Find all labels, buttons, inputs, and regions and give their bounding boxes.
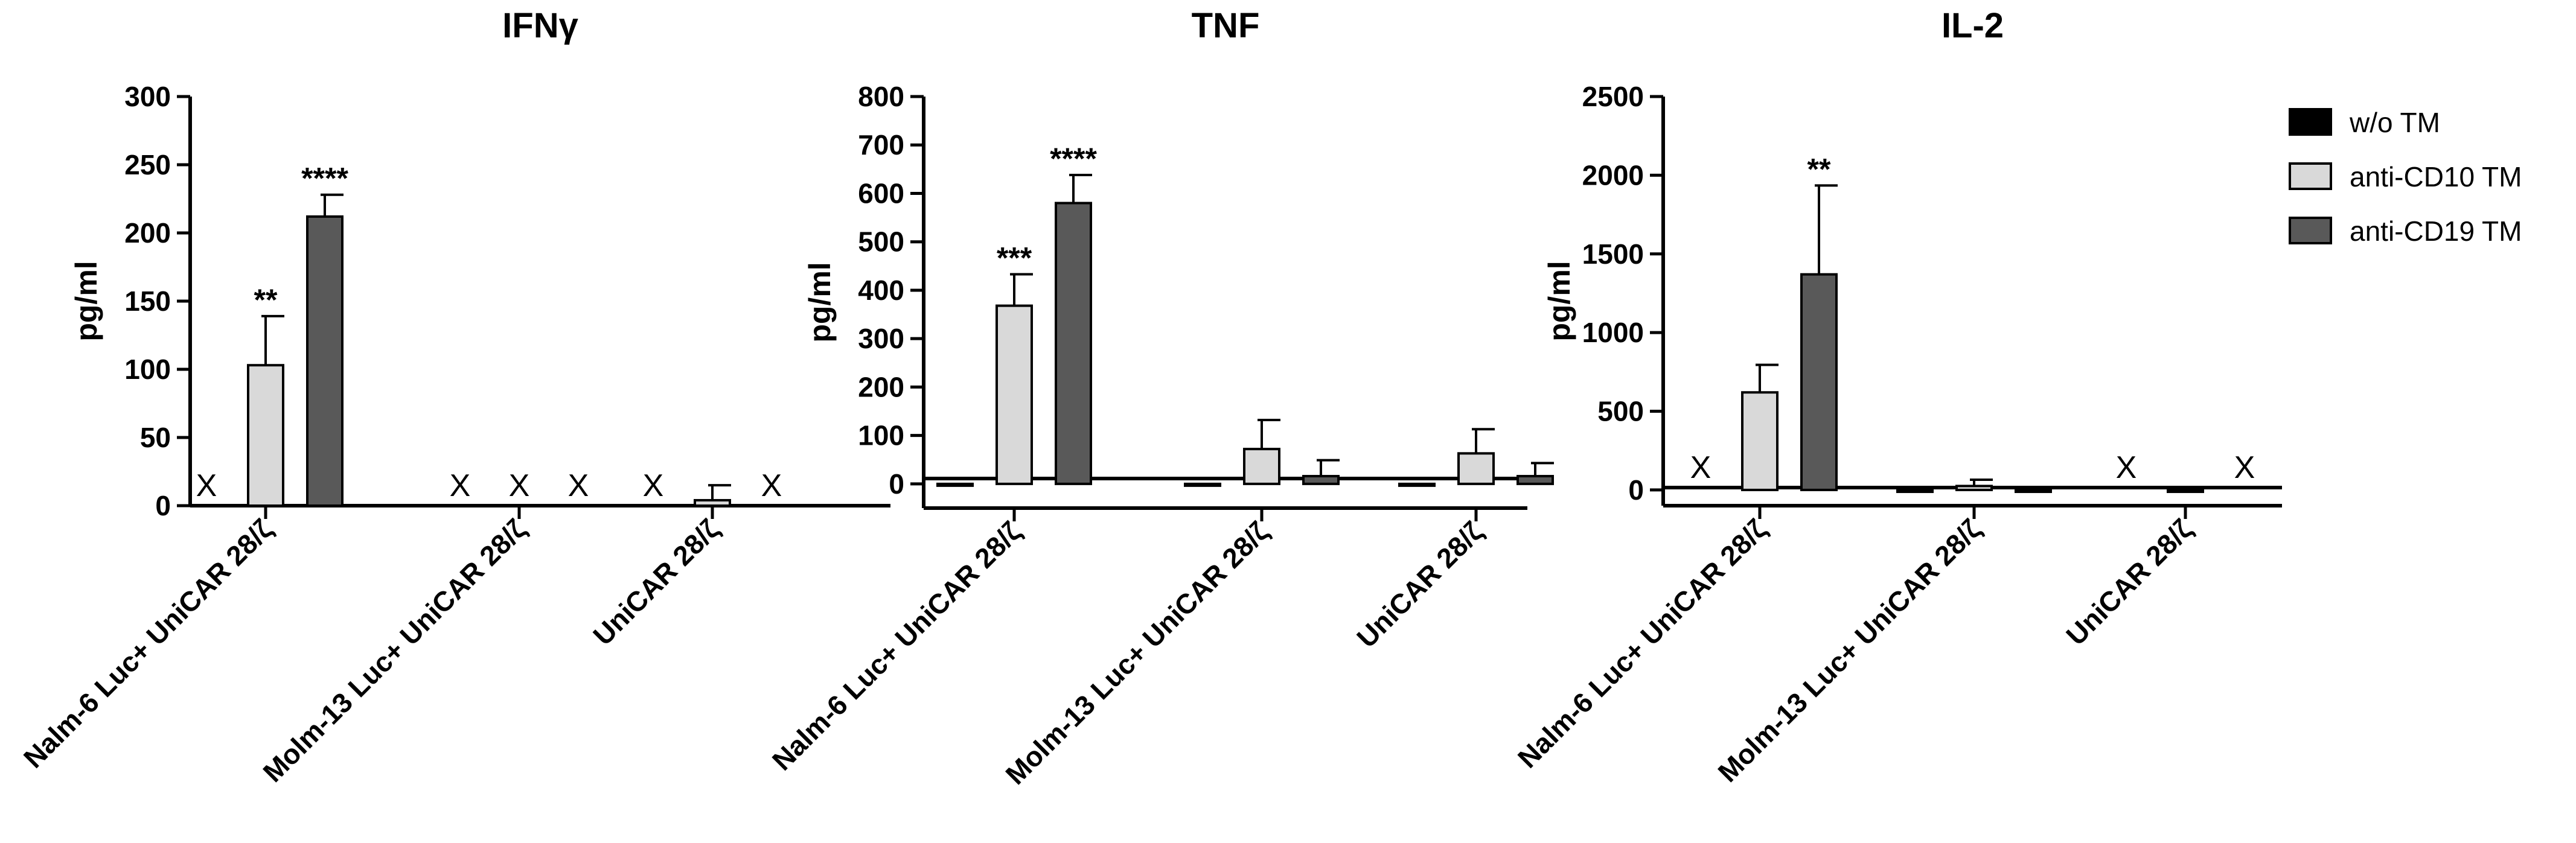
not-detected-marker: X [2116, 450, 2137, 485]
y-tick-label: 400 [858, 275, 904, 306]
panel-title: IFNγ [502, 6, 578, 45]
x-tick-label-unicar-28: UniCAR 28/ζ [587, 513, 725, 651]
y-tick-label: 0 [155, 490, 171, 521]
x-tick-label-nalm-6-luc-unicar-28: Nalm-6 Luc+ UniCAR 28/ζ [766, 515, 1027, 776]
y-tick-label: 0 [1628, 474, 1644, 506]
bar-anti-cd19-tm [1517, 475, 1554, 485]
bar-w-o-tm [1184, 482, 1221, 487]
y-tick-label: 50 [140, 422, 171, 453]
x-tick-label-unicar-28: UniCAR 28/ζ [1350, 515, 1489, 654]
bar-anti-cd10-tm [1457, 452, 1495, 485]
y-axis-label: pg/ml [69, 261, 103, 341]
panel-il-2: IL-2 pg/ml 0 500 1000 1500 2000 2500 Nalm-6 Luc+… [1512, 6, 2282, 788]
y-tick-label: 1500 [1582, 238, 1644, 270]
bar-anti-cd10-tm [1955, 485, 1993, 491]
not-detected-marker: X [761, 468, 782, 503]
chart-panels: IFNγ pg/ml 0 50 100 150 200 250 300 Nalm-6 Luc+ U… [18, 6, 2282, 791]
y-tick-label: 300 [858, 323, 904, 354]
bar-anti-cd19-tm [306, 215, 344, 507]
bar-anti-cd10-tm [1243, 448, 1280, 485]
bar-anti-cd10-tm [1741, 391, 1779, 491]
y-tick-label: 2500 [1582, 81, 1644, 112]
panel-title: IL-2 [1942, 6, 2004, 45]
y-tick-label: 150 [124, 285, 171, 317]
legend-swatch-w-o-tm [2289, 108, 2332, 136]
y-tick-label: 1000 [1582, 317, 1644, 348]
bar-anti-cd19-tm [1302, 475, 1340, 485]
legend-label-w-o-tm: w/o TM [2349, 107, 2440, 138]
not-detected-marker: X [196, 468, 217, 503]
bar-w-o-tm [936, 482, 974, 487]
bar-anti-cd19-tm [1055, 202, 1092, 485]
y-tick-label: 200 [858, 371, 904, 402]
legend: w/o TM anti-CD10 TM anti-CD19 TM [2289, 107, 2522, 247]
y-tick-label: 2000 [1582, 159, 1644, 191]
x-tick-label-molm-13-luc-unicar-28: Molm-13 Luc+ UniCAR 28/ζ [257, 513, 532, 788]
legend-label-anti-cd10-tm: anti-CD10 TM [2350, 161, 2522, 192]
y-tick-label: 800 [858, 81, 904, 112]
y-tick-label: 250 [124, 149, 171, 180]
significance-label: **** [301, 162, 348, 196]
bar-anti-cd10-tm [2167, 488, 2204, 494]
legend-swatch-anti-cd10-tm [2289, 162, 2332, 190]
y-tick-label: 700 [858, 129, 904, 161]
panel-ifn: IFNγ pg/ml 0 50 100 150 200 250 300 Nalm-6 Luc+ U… [18, 6, 890, 788]
not-detected-marker: X [643, 468, 664, 503]
y-tick-label: 100 [858, 420, 904, 451]
significance-label: *** [997, 241, 1032, 275]
legend-label-anti-cd19-tm: anti-CD19 TM [2350, 215, 2522, 247]
y-tick-label: 100 [124, 354, 171, 385]
not-detected-marker: X [509, 468, 530, 503]
x-tick-label-molm-13-luc-unicar-28: Molm-13 Luc+ UniCAR 28/ζ [999, 515, 1274, 791]
x-tick-label-nalm-6-luc-unicar-28: Nalm-6 Luc+ UniCAR 28/ζ [18, 513, 278, 774]
not-detected-marker: X [2234, 450, 2255, 485]
panel-tnf: TNF pg/ml 0 100 200 300 400 500 600 700 800 Nalm-6 … [766, 6, 1554, 791]
bar-anti-cd19-tm [1800, 273, 1838, 491]
not-detected-marker: X [1690, 450, 1711, 485]
y-axis-label: pg/ml [1542, 261, 1576, 341]
significance-label: ** [254, 283, 278, 317]
y-tick-label: 200 [124, 217, 171, 249]
bar-w-o-tm [1398, 482, 1436, 487]
not-detected-marker: X [568, 468, 589, 503]
bar-anti-cd10-tm [247, 364, 284, 507]
y-tick-label: 500 [1597, 396, 1644, 427]
bar-w-o-tm [1896, 488, 1934, 494]
y-tick-label: 600 [858, 177, 904, 209]
y-tick-label: 500 [858, 226, 904, 258]
panel-title: TNF [1192, 6, 1260, 45]
significance-label: **** [1050, 142, 1097, 176]
bar-anti-cd19-tm [2015, 488, 2052, 494]
y-tick-label: 0 [889, 468, 904, 500]
y-axis-label: pg/ml [803, 262, 837, 342]
x-tick-label-nalm-6-luc-unicar-28: Nalm-6 Luc+ UniCAR 28/ζ [1512, 513, 1772, 774]
bar-anti-cd10-tm [996, 304, 1033, 485]
legend-swatch-anti-cd19-tm [2289, 217, 2332, 244]
bar-anti-cd10-tm [694, 498, 731, 507]
x-tick-label-unicar-28: UniCAR 28/ζ [2060, 513, 2198, 651]
not-detected-marker: X [450, 468, 471, 503]
significance-label: ** [1807, 152, 1831, 186]
y-tick-label: 300 [124, 81, 171, 112]
